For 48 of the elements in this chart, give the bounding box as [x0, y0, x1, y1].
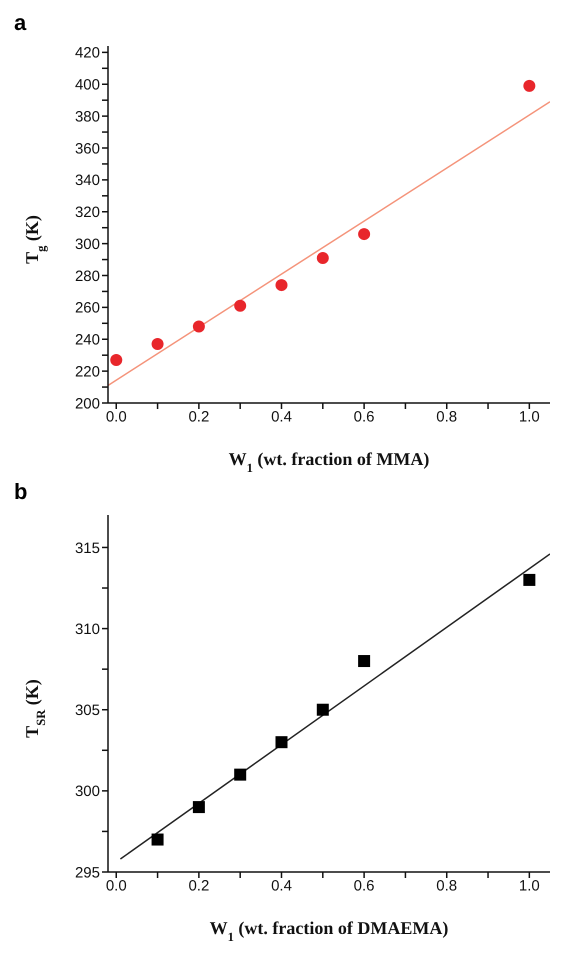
y-tick-label: 320 [74, 204, 100, 222]
x-tick-label: 0.6 [354, 878, 375, 895]
chart-title: b [14, 479, 28, 504]
x-tick-label: 0.4 [271, 408, 292, 426]
x-axis-title: W$_{1}$ (wt. fraction of MMA) [228, 449, 430, 475]
x-tick-label: 0.0 [106, 878, 127, 895]
point [316, 252, 329, 264]
point [110, 354, 122, 366]
point [523, 574, 536, 586]
y-tick-label: 200 [74, 395, 100, 412]
point [275, 279, 288, 292]
x-tick-label: 0.0 [106, 408, 127, 426]
point [358, 655, 370, 668]
point [234, 768, 246, 781]
y-tick-label: 300 [74, 783, 100, 800]
y-tick-label: 280 [74, 268, 100, 285]
y-tick-label: 420 [74, 44, 100, 62]
y-tick-label: 260 [74, 300, 100, 317]
y-tick-label: 300 [74, 236, 100, 253]
y-tick-label: 400 [74, 76, 100, 94]
point [192, 801, 205, 814]
y-tick-label: 295 [74, 864, 100, 882]
y-tick-label: 305 [74, 702, 100, 720]
y-tick-label: 240 [74, 332, 100, 349]
x-tick-label: 0.4 [271, 878, 292, 895]
y-tick-label: 220 [74, 363, 100, 380]
x-tick-label: 0.2 [188, 408, 210, 426]
x-tick-label: 1.0 [518, 408, 540, 426]
x-tick-label: 0.6 [354, 408, 375, 426]
x-tick-label: 1.0 [518, 878, 540, 895]
point [358, 228, 370, 240]
point [152, 834, 164, 846]
point [523, 80, 536, 92]
point [275, 736, 288, 748]
y-tick-label: 380 [74, 108, 100, 126]
x-tick-label: 0.8 [436, 878, 458, 895]
x-axis-title: W$_{1}$ (wt. fraction of DMAEMA) [210, 918, 448, 944]
point [152, 338, 164, 350]
x-tick-label: 0.2 [188, 878, 210, 895]
y-tick-label: 310 [74, 620, 100, 638]
chart-title: a [14, 10, 27, 35]
x-tick-label: 0.8 [436, 408, 458, 426]
point [316, 704, 329, 716]
y-tick-label: 315 [74, 540, 100, 557]
point [192, 320, 205, 332]
y-tick-label: 360 [74, 140, 100, 158]
y-tick-label: 340 [74, 172, 100, 190]
point [234, 300, 246, 312]
